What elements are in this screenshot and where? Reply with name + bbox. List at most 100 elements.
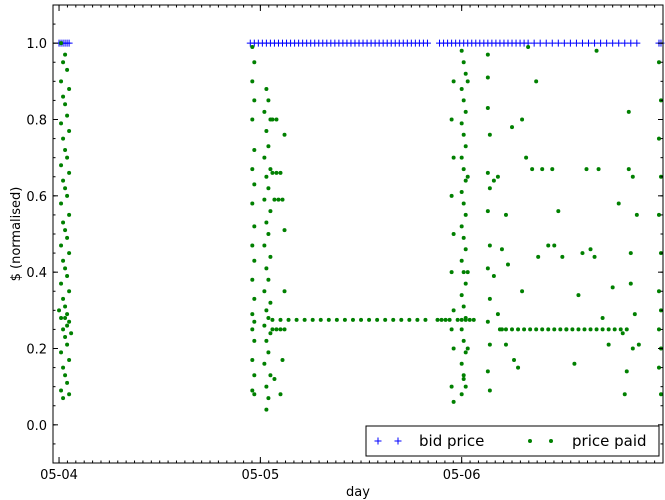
price-paid-point <box>250 277 255 282</box>
price-paid-point <box>485 75 490 80</box>
price-paid-point <box>451 399 456 404</box>
price-paid-point <box>266 315 271 320</box>
price-paid-point <box>63 373 68 378</box>
price-paid-point <box>280 197 285 202</box>
price-paid-point <box>461 235 466 240</box>
price-paid-point <box>487 388 492 393</box>
price-paid-point <box>67 319 72 324</box>
price-paid-point <box>262 323 267 328</box>
price-paid-point <box>67 170 72 175</box>
price-paid-point <box>628 251 633 256</box>
price-paid-point <box>250 388 255 393</box>
bid-price-point <box>572 39 580 47</box>
price-paid-point <box>63 102 68 107</box>
price-paid-point <box>499 247 504 252</box>
price-paid-point <box>276 197 281 202</box>
price-paid-point <box>407 317 412 322</box>
price-paid-point <box>459 293 464 298</box>
price-paid-point <box>596 167 601 172</box>
bid-price-point <box>65 39 73 47</box>
price-paid-point <box>487 243 492 248</box>
price-paid-point <box>280 357 285 362</box>
price-paid-point <box>449 117 454 122</box>
price-paid-point <box>461 338 466 343</box>
price-paid-point <box>505 262 510 267</box>
price-paid-point <box>620 331 625 336</box>
price-paid-point <box>658 392 663 397</box>
price-paid-point <box>286 317 291 322</box>
price-paid-point <box>274 117 279 122</box>
price-paid-point <box>250 79 255 84</box>
price-paid-point <box>556 209 561 214</box>
price-paid-point <box>463 212 468 217</box>
price-paid-point <box>272 197 277 202</box>
price-paid-point <box>63 186 68 191</box>
price-paid-point <box>439 317 444 322</box>
price-paid-point <box>61 178 66 183</box>
price-paid-point <box>262 197 267 202</box>
price-paid-point <box>552 327 557 332</box>
price-paid-point <box>65 312 70 317</box>
bid-price-point <box>530 39 538 47</box>
bid-price-point <box>578 39 586 47</box>
price-paid-point <box>463 350 468 355</box>
plot-frame <box>52 4 664 464</box>
price-paid-point <box>459 86 464 91</box>
price-paid-point <box>510 327 515 332</box>
price-paid-point <box>459 327 464 332</box>
price-paid-point <box>59 281 64 286</box>
y-tick-label: 0.2 <box>26 343 47 358</box>
price-paid-point <box>367 317 372 322</box>
price-paid-point <box>272 377 277 382</box>
price-paid-point <box>266 232 271 236</box>
price-paid-point <box>252 98 257 103</box>
price-paid-point <box>59 243 64 248</box>
price-paid-point <box>63 304 68 309</box>
price-paid-point <box>588 247 593 252</box>
legend: bid price price paid <box>365 425 660 457</box>
price-paid-point <box>282 132 287 137</box>
price-paid-point <box>495 312 500 317</box>
price-paid-point <box>264 308 269 313</box>
price-paid-point <box>459 190 464 195</box>
price-paid-point <box>282 228 287 233</box>
price-paid-point <box>632 312 637 317</box>
price-paid-point <box>461 270 466 275</box>
price-paid-point <box>250 357 255 362</box>
price-paid-point <box>264 407 269 412</box>
price-paid-point <box>560 254 565 259</box>
price-paid-point <box>463 109 468 114</box>
price-paid-point <box>250 167 255 172</box>
price-paid-point <box>487 132 492 137</box>
price-paid-point <box>459 392 464 397</box>
price-paid-point <box>503 327 508 332</box>
price-paid-point <box>465 79 470 84</box>
price-paid-point <box>67 212 72 217</box>
price-paid-point <box>461 98 466 103</box>
price-paid-point <box>503 212 508 217</box>
price-paid-point <box>57 308 62 313</box>
price-paid-point <box>61 365 66 370</box>
price-paid-point <box>491 273 496 278</box>
price-paid-point <box>282 327 287 332</box>
price-paid-point <box>67 128 72 133</box>
price-paid-point <box>302 317 307 322</box>
price-paid-point <box>262 361 267 366</box>
price-paid-point <box>350 317 355 322</box>
price-paid-point <box>274 170 279 175</box>
price-paid-point <box>252 296 257 301</box>
price-paid-point <box>264 128 269 133</box>
price-paid-point <box>63 335 68 340</box>
bid-price-point <box>603 39 611 47</box>
price-paid-point <box>467 317 472 322</box>
price-paid-point <box>63 266 68 271</box>
bid-price-point <box>423 39 431 47</box>
price-paid-point <box>463 178 468 183</box>
price-paid-point <box>61 258 66 263</box>
price-paid-point <box>282 289 287 294</box>
price-paid-point <box>606 342 611 347</box>
price-paid-point <box>65 235 70 240</box>
price-paid-point <box>264 266 269 271</box>
price-paid-point <box>540 327 545 332</box>
